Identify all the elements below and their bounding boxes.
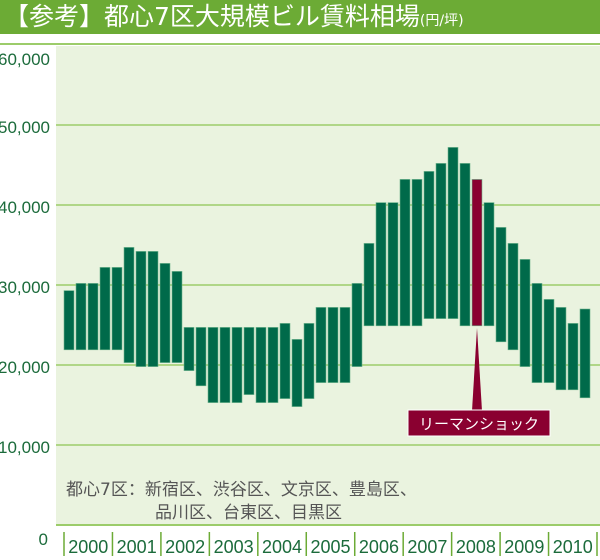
bar-2007-q2 (411, 179, 423, 327)
bar-2004-q1 (255, 327, 267, 403)
bar-2005-q1 (303, 323, 315, 399)
bar-2003-q3 (231, 327, 243, 403)
bar-2000-q4 (99, 267, 111, 351)
bar-2010-q3 (567, 323, 579, 391)
bar-2006-q2 (363, 243, 375, 327)
bar-2002-q3 (183, 327, 195, 371)
bar-2001-q3 (135, 251, 147, 367)
bar-2008-q1 (447, 147, 459, 319)
bar-2007-q4 (435, 163, 447, 319)
bar-2001-q2 (123, 247, 135, 363)
y-tick-label: 10,000 (0, 438, 50, 457)
bar-2000-q2 (75, 283, 87, 351)
bar-2002-q4 (195, 327, 207, 387)
x-tick-label: 2005 (310, 537, 350, 557)
bar-2004-q3 (279, 323, 291, 399)
bar-2009-q3 (519, 259, 531, 367)
bar-2008-q3 (471, 179, 483, 327)
bar-2008-q2 (459, 163, 471, 327)
title-unit: (円/坪) (419, 13, 464, 29)
y-tick-label: 20,000 (0, 358, 50, 377)
x-tick-label: 2001 (117, 537, 157, 557)
bar-2005-q3 (327, 307, 339, 383)
x-tick-label: 2009 (504, 537, 544, 557)
bar-2005-q4 (339, 307, 351, 383)
note-line-1: 都心7区：新宿区、渋谷区、文京区、豊島区、 (66, 480, 417, 500)
bar-2004-q4 (291, 339, 303, 407)
annotation-pointer (472, 327, 482, 411)
bar-2010-q1 (543, 299, 555, 383)
bar-2002-q1 (159, 263, 171, 363)
bar-2003-q4 (243, 327, 255, 395)
x-tick-label: 2010 (553, 537, 593, 557)
annotation-lehman: リーマンショック (407, 327, 551, 437)
x-tick-label: 2004 (262, 537, 302, 557)
bar-2001-q1 (111, 267, 123, 351)
bar-2006-q4 (387, 202, 399, 327)
chart-title: 【参考】都心7区大規模ビル賃料相場(円/坪) (0, 0, 600, 34)
annotation-label: リーマンショック (419, 415, 539, 433)
bar-2003-q1 (207, 327, 219, 403)
title-text: 【参考】都心7区大規模ビル賃料相場 (4, 2, 420, 31)
x-tick-label: 2003 (214, 537, 254, 557)
bar-2009-q2 (507, 243, 519, 351)
bar-2004-q2 (267, 327, 279, 403)
bar-2007-q1 (399, 179, 411, 327)
bar-2005-q2 (315, 307, 327, 383)
bar-2006-q3 (375, 202, 387, 327)
x-tick-label: 2002 (165, 537, 205, 557)
bar-2010-q2 (555, 307, 567, 391)
bar-2009-q1 (495, 227, 507, 343)
bar-2003-q2 (219, 327, 231, 403)
bar-2010-q4 (579, 308, 591, 399)
bar-2000-q3 (87, 283, 99, 351)
bar-2001-q4 (147, 251, 159, 367)
x-tick-label: 2006 (359, 537, 399, 557)
bar-2009-q4 (531, 283, 543, 383)
x-tick-label: 2000 (68, 537, 108, 557)
y-tick-label: 40,000 (0, 198, 50, 217)
bar-2007-q3 (423, 171, 435, 319)
bar-2000-q1 (63, 290, 75, 351)
y-tick-label: 30,000 (0, 278, 50, 297)
x-tick-label: 2007 (407, 537, 447, 557)
x-tick-label: 2008 (456, 537, 496, 557)
bar-2002-q2 (171, 271, 183, 363)
y-tick-label: 60,000 (0, 50, 50, 69)
bar-2006-q1 (351, 283, 363, 367)
annotation-box (407, 409, 551, 437)
y-tick-label: 0 (39, 530, 48, 549)
note-line-2: 品川区、台東区、目黒区 (155, 503, 342, 523)
bar-2008-q4 (483, 202, 495, 327)
y-tick-label: 50,000 (0, 118, 50, 137)
